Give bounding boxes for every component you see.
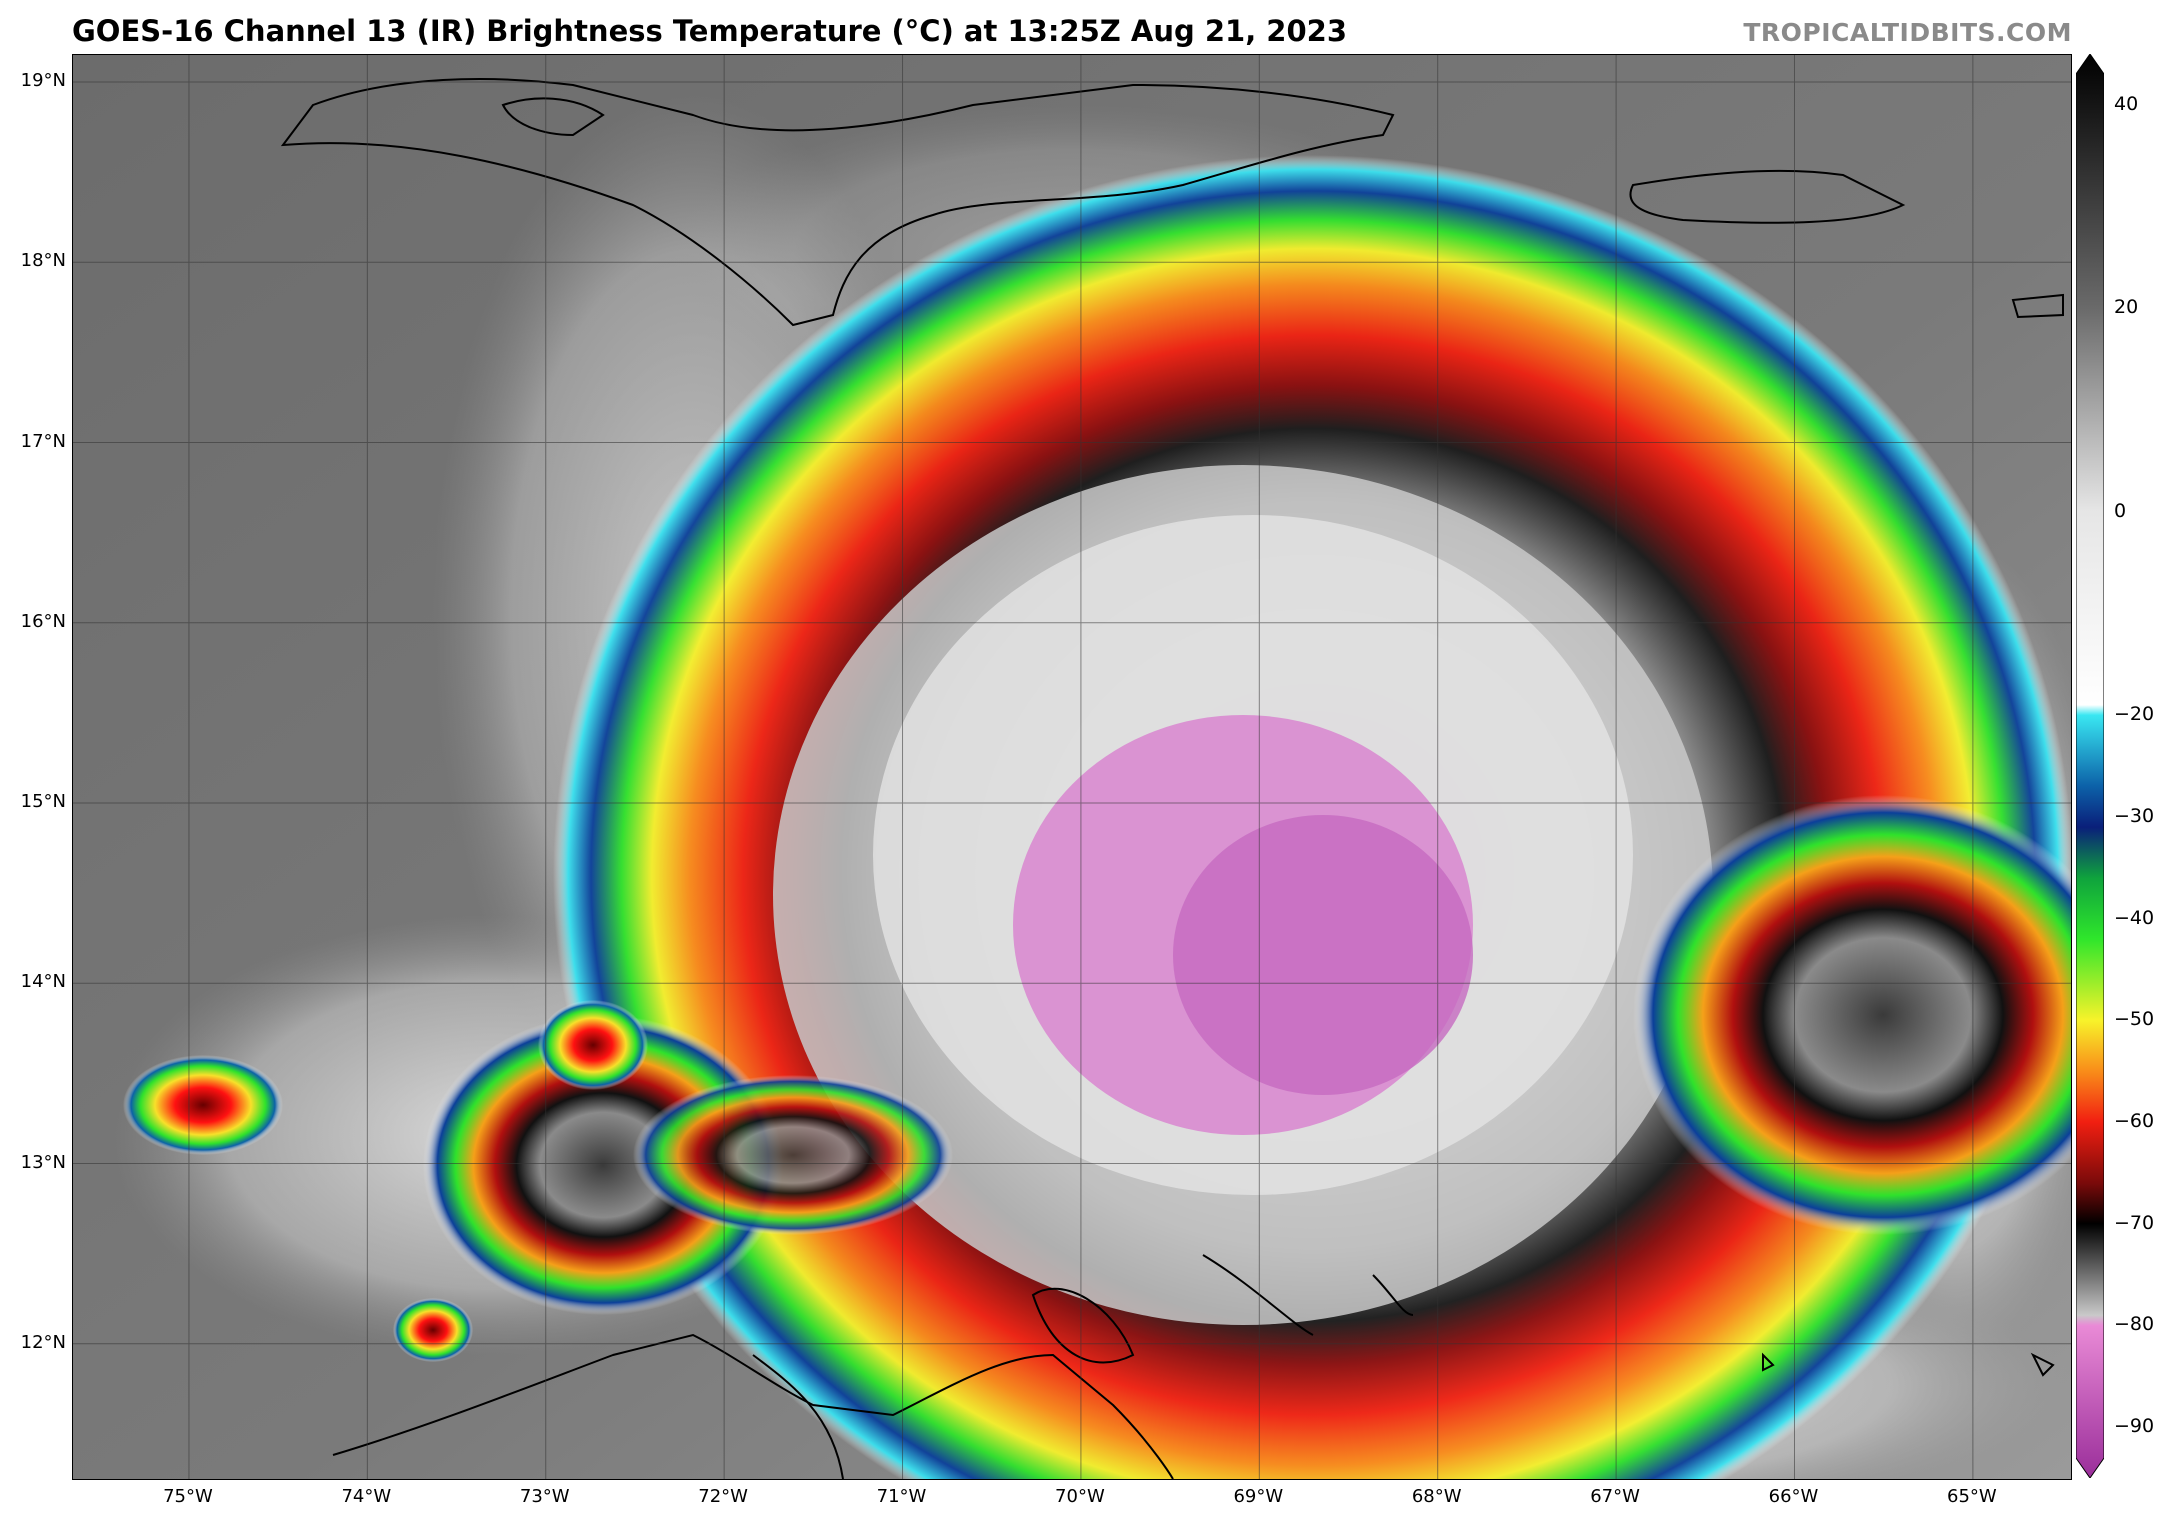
colorbar-ramp (2075, 53, 2105, 1479)
satellite-imagery (73, 55, 2071, 1479)
longitude-label: 67°W (1590, 1486, 1640, 1507)
longitude-label: 74°W (341, 1486, 392, 1507)
site-watermark: TROPICALTIDBITS.COM (1743, 18, 2072, 47)
colorbar-tick-label: −70 (2114, 1211, 2155, 1234)
latitude-label: 17°N (20, 430, 66, 452)
small-cell-2 (393, 1298, 473, 1362)
small-cell-far-west (123, 1055, 283, 1155)
small-cell-1 (538, 1000, 648, 1090)
central-west-cell (633, 1075, 953, 1235)
colorbar-tick-label: 0 (2114, 499, 2127, 522)
longitude-label: 65°W (1947, 1486, 1997, 1507)
venezuela-coast (332, 1333, 1174, 1479)
latitude-label: 18°N (20, 250, 66, 272)
gonave-island (501, 97, 605, 137)
latitude-label: 13°N (20, 1151, 66, 1173)
bonaire-coast (1202, 1254, 1314, 1336)
chart-title: GOES-16 Channel 13 (IR) Brightness Tempe… (72, 14, 1348, 48)
satellite-map[interactable] (72, 54, 2072, 1480)
latitude-label: 16°N (20, 610, 66, 632)
hispaniola-coast (280, 78, 1395, 327)
longitude-label: 66°W (1768, 1486, 1819, 1507)
aruba-curacao (1031, 1287, 1135, 1364)
colorbar (2075, 53, 2105, 1479)
colorbar-tick-label: −20 (2114, 703, 2155, 726)
colorbar-tick-label: −50 (2114, 1008, 2155, 1031)
longitude-label: 71°W (876, 1486, 927, 1507)
latitude-label: 12°N (20, 1331, 66, 1353)
latitude-label: 15°N (20, 791, 66, 813)
eastern-convective-cell (1633, 795, 2071, 1235)
graticule (73, 55, 2071, 1479)
colorbar-tick-label: −40 (2114, 906, 2155, 929)
islet-coast (1372, 1274, 1414, 1316)
latitude-label: 19°N (20, 70, 66, 92)
latitude-label: 14°N (20, 971, 66, 993)
longitude-label: 69°W (1233, 1486, 1284, 1507)
colorbar-tick-label: 40 (2114, 92, 2139, 115)
coastlines (280, 78, 2064, 1479)
los-roques (1762, 1352, 1775, 1372)
western-convective-cell (423, 1015, 783, 1315)
isla-margarita (2030, 1352, 2055, 1377)
longitude-label: 72°W (698, 1486, 748, 1507)
longitude-label: 70°W (1055, 1486, 1105, 1507)
guajira-border (752, 1354, 844, 1479)
colorbar-tick-label: −60 (2114, 1110, 2155, 1132)
puerto-rico-coast (1629, 169, 1906, 224)
colorbar-tick-label: −90 (2114, 1415, 2155, 1438)
virgin-islands (2011, 293, 2064, 319)
longitude-label: 75°W (163, 1486, 213, 1507)
longitude-label: 68°W (1411, 1486, 1462, 1507)
colorbar-tick-label: −80 (2114, 1313, 2155, 1336)
storm-coldest-tops-inner (1173, 815, 1473, 1095)
colorbar-tick-label: −30 (2114, 804, 2155, 827)
longitude-label: 73°W (519, 1486, 570, 1507)
colorbar-tick-label: 20 (2114, 296, 2139, 319)
